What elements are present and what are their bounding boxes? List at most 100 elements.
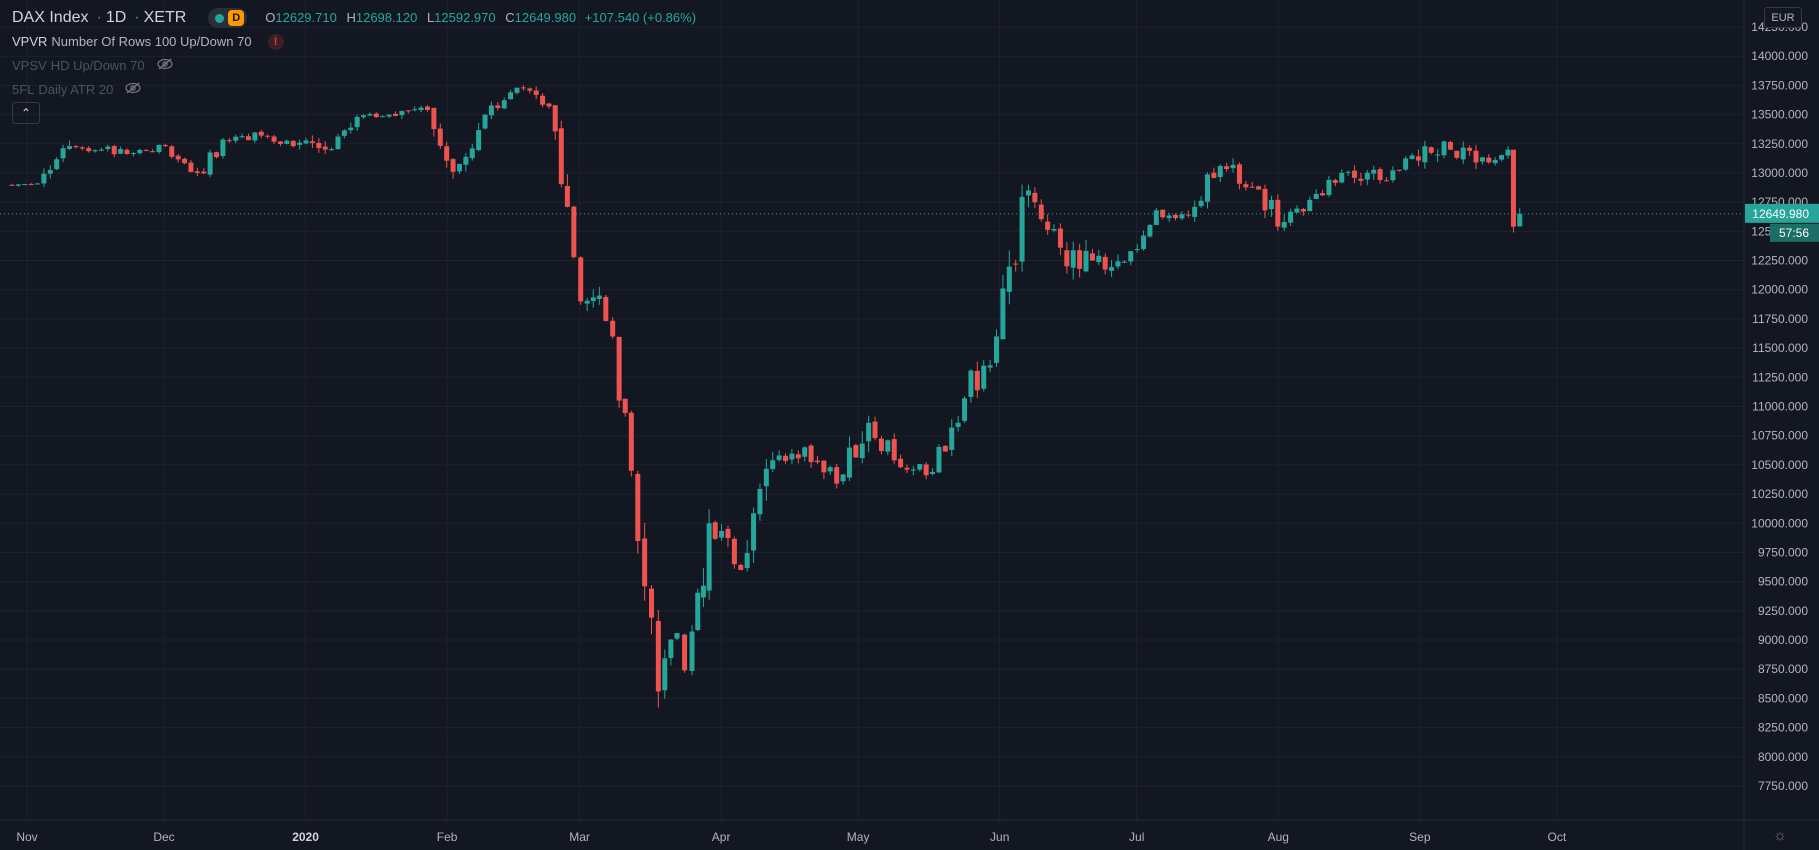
candle-body — [1166, 215, 1172, 219]
candle-body — [245, 136, 251, 141]
candle-body — [674, 633, 680, 639]
candle-body — [751, 513, 757, 551]
candle-body — [789, 453, 795, 460]
candle-body — [802, 447, 808, 457]
candle-body — [1185, 214, 1191, 216]
candle-body — [1390, 170, 1396, 181]
candle-body — [1249, 186, 1255, 188]
candle-body — [949, 427, 955, 450]
market-open-dot-icon — [215, 13, 225, 23]
chevron-up-icon: ⌃ — [20, 106, 32, 120]
candle-body — [987, 365, 993, 368]
candle-body — [98, 149, 104, 151]
candle-body — [1109, 267, 1115, 271]
eye-off-icon[interactable] — [125, 80, 141, 100]
y-tick-label: 10250.000 — [1751, 487, 1808, 501]
candle-body — [662, 658, 668, 691]
symbol-title[interactable]: DAX Index · 1D · XETR — [12, 9, 187, 26]
candle-body — [520, 87, 526, 89]
candle-body — [124, 149, 130, 155]
y-tick-label: 9500.000 — [1758, 575, 1808, 589]
candle-body — [514, 87, 520, 93]
candle-body — [578, 257, 584, 302]
delayed-badge: D — [228, 10, 245, 26]
candle-body — [955, 422, 961, 428]
candle-body — [1345, 171, 1351, 173]
last-price-label: 12649.980 — [1752, 207, 1809, 221]
candle-body — [1499, 155, 1505, 160]
candle-body — [1160, 209, 1166, 218]
y-tick-label: 9250.000 — [1758, 604, 1808, 618]
candle-body — [1268, 200, 1274, 210]
indicator-5fl[interactable]: 5FL Daily ATR 20 — [12, 80, 696, 100]
candle-body — [1083, 250, 1089, 272]
indicator-vpsv[interactable]: VPSV HD Up/Down 70 — [12, 56, 696, 76]
candle-body — [316, 142, 322, 148]
countdown-tag — [1770, 223, 1819, 242]
candle-body — [540, 95, 546, 105]
candle-body — [1415, 156, 1421, 161]
candle-body — [1013, 263, 1019, 265]
y-tick-label: 8500.000 — [1758, 691, 1808, 705]
candle-body — [41, 173, 47, 184]
y-tick-label: 13750.000 — [1751, 78, 1808, 92]
candle-body — [1115, 261, 1121, 267]
candle-body — [156, 144, 162, 153]
candle-body — [118, 149, 124, 154]
candle-body — [1262, 188, 1268, 211]
currency-button[interactable]: EUR — [1764, 7, 1802, 28]
candle-body — [616, 336, 622, 401]
y-tick-label: 11750.000 — [1752, 312, 1808, 326]
candle-body — [1141, 235, 1147, 250]
candle-body — [130, 153, 136, 155]
candle-body — [361, 115, 367, 118]
candle-body — [706, 523, 712, 591]
warning-icon[interactable]: ! — [267, 34, 284, 50]
candle-body — [725, 528, 731, 539]
chart-legend: DAX Index · 1D · XETR D O12629.710 H12698.12… — [12, 8, 696, 100]
candle-body — [610, 320, 616, 337]
settings-gear-icon[interactable]: ☼ — [1773, 827, 1787, 844]
candle-body — [668, 639, 674, 659]
candle-body — [201, 171, 207, 174]
candle-body — [564, 185, 570, 207]
market-status-pill[interactable]: D — [208, 8, 248, 28]
candle-body — [1428, 147, 1434, 153]
candle-body — [1332, 180, 1338, 183]
candle-body — [700, 585, 706, 598]
candle-body — [354, 116, 360, 128]
x-tick-label: Sep — [1409, 830, 1431, 844]
candle-body — [846, 447, 852, 478]
candle-body — [303, 140, 309, 144]
candle-body — [853, 445, 859, 458]
candle-body — [271, 136, 277, 142]
candle-body — [1479, 157, 1485, 162]
candle-body — [1435, 154, 1441, 156]
candle-body — [1460, 147, 1466, 160]
candle-body — [866, 422, 872, 442]
candle-body — [341, 130, 347, 136]
candle-body — [558, 128, 564, 185]
candle-body — [1230, 164, 1236, 169]
candle-body — [1517, 213, 1523, 227]
collapse-legend-button[interactable]: ⌃ — [12, 102, 40, 124]
indicator-vpvr[interactable]: VPVR Number Of Rows 100 Up/Down 70 ! — [12, 32, 696, 52]
candle-body — [233, 136, 239, 141]
candle-body — [297, 142, 303, 145]
candle-body — [776, 455, 782, 460]
candle-body — [942, 445, 948, 452]
candle-body — [891, 439, 897, 461]
candle-body — [1128, 251, 1134, 262]
eye-off-icon[interactable] — [157, 56, 173, 76]
candle-body — [1102, 256, 1108, 270]
y-tick-label: 12250.000 — [1751, 254, 1808, 268]
candle-body — [431, 107, 437, 130]
candle-body — [974, 370, 980, 391]
change-value: +107.540 (+0.86%) — [584, 10, 697, 25]
candle-body — [1243, 184, 1249, 188]
candle-body — [1377, 169, 1383, 180]
candle-body — [1224, 166, 1230, 170]
candle-body — [79, 147, 85, 149]
candle-body — [795, 454, 801, 459]
